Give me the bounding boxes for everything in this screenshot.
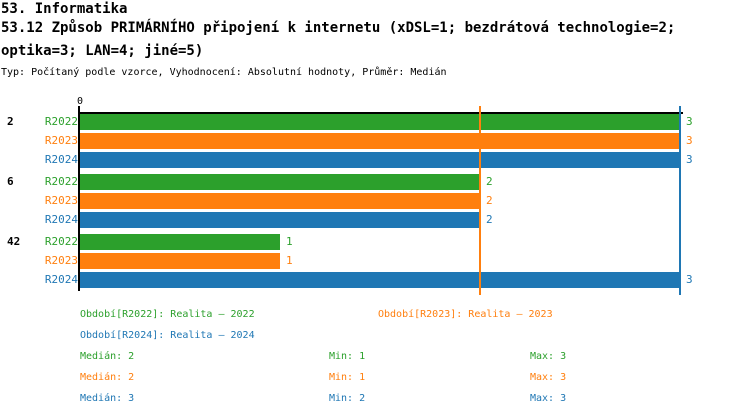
question-title-line2: optika=3; LAN=4; jiné=5) [1, 43, 204, 59]
series-label-r2023: R2023 [44, 134, 78, 147]
bar-value-label: 3 [686, 153, 693, 166]
median-line-r2023 [479, 106, 481, 295]
bar-value-label: 3 [686, 273, 693, 286]
stat-median-r2022: Medián: 2 [80, 351, 135, 362]
legend-item-r2023: Období[R2023]: Realita – 2023 [378, 309, 553, 320]
stat-median-r2023: Medián: 2 [80, 372, 135, 383]
stat-median-r2024: Medián: 3 [80, 393, 135, 404]
bar-value-label: 3 [686, 115, 693, 128]
median-line-r2024 [679, 106, 681, 295]
bar-r2023-cat42 [80, 253, 280, 269]
stat-max-r2022: Max: 3 [530, 351, 567, 362]
bar-r2022-cat2 [80, 114, 680, 130]
stat-min-r2022: Min: 1 [329, 351, 366, 362]
bar-r2023-cat6 [80, 193, 480, 209]
series-label-r2023: R2023 [44, 194, 78, 207]
series-label-r2024: R2024 [44, 153, 78, 166]
y-axis-line [78, 106, 80, 291]
question-title-line1: 53.12 Způsob PRIMÁRNÍHO připojení k inte… [1, 20, 676, 36]
bar-r2023-cat2 [80, 133, 680, 149]
origin-tick-label: 0 [76, 96, 84, 107]
bar-value-label: 1 [286, 235, 293, 248]
category-label: 42 [7, 235, 21, 248]
x-axis-line [79, 112, 683, 114]
bar-value-label: 2 [486, 194, 493, 207]
category-label: 2 [7, 115, 14, 128]
bar-value-label: 3 [686, 134, 693, 147]
bar-r2022-cat6 [80, 174, 480, 190]
bar-r2024-cat6 [80, 212, 480, 228]
stat-max-r2023: Max: 3 [530, 372, 567, 383]
section-title: 53. Informatika [1, 1, 128, 17]
bar-r2024-cat42 [80, 272, 680, 288]
series-label-r2023: R2023 [44, 254, 78, 267]
bar-r2024-cat2 [80, 152, 680, 168]
stat-min-r2024: Min: 2 [329, 393, 366, 404]
series-label-r2022: R2022 [44, 175, 78, 188]
bar-value-label: 2 [486, 175, 493, 188]
bar-r2022-cat42 [80, 234, 280, 250]
category-label: 6 [7, 175, 14, 188]
stat-min-r2023: Min: 1 [329, 372, 366, 383]
series-label-r2022: R2022 [44, 235, 78, 248]
series-label-r2024: R2024 [44, 273, 78, 286]
legend-item-r2022: Období[R2022]: Realita – 2022 [80, 309, 255, 320]
series-label-r2022: R2022 [44, 115, 78, 128]
legend-item-r2024: Období[R2024]: Realita – 2024 [80, 330, 255, 341]
series-label-r2024: R2024 [44, 213, 78, 226]
stat-max-r2024: Max: 3 [530, 393, 567, 404]
bar-value-label: 1 [286, 254, 293, 267]
question-meta: Typ: Počítaný podle vzorce, Vyhodnocení:… [1, 67, 447, 78]
bar-value-label: 2 [486, 213, 493, 226]
